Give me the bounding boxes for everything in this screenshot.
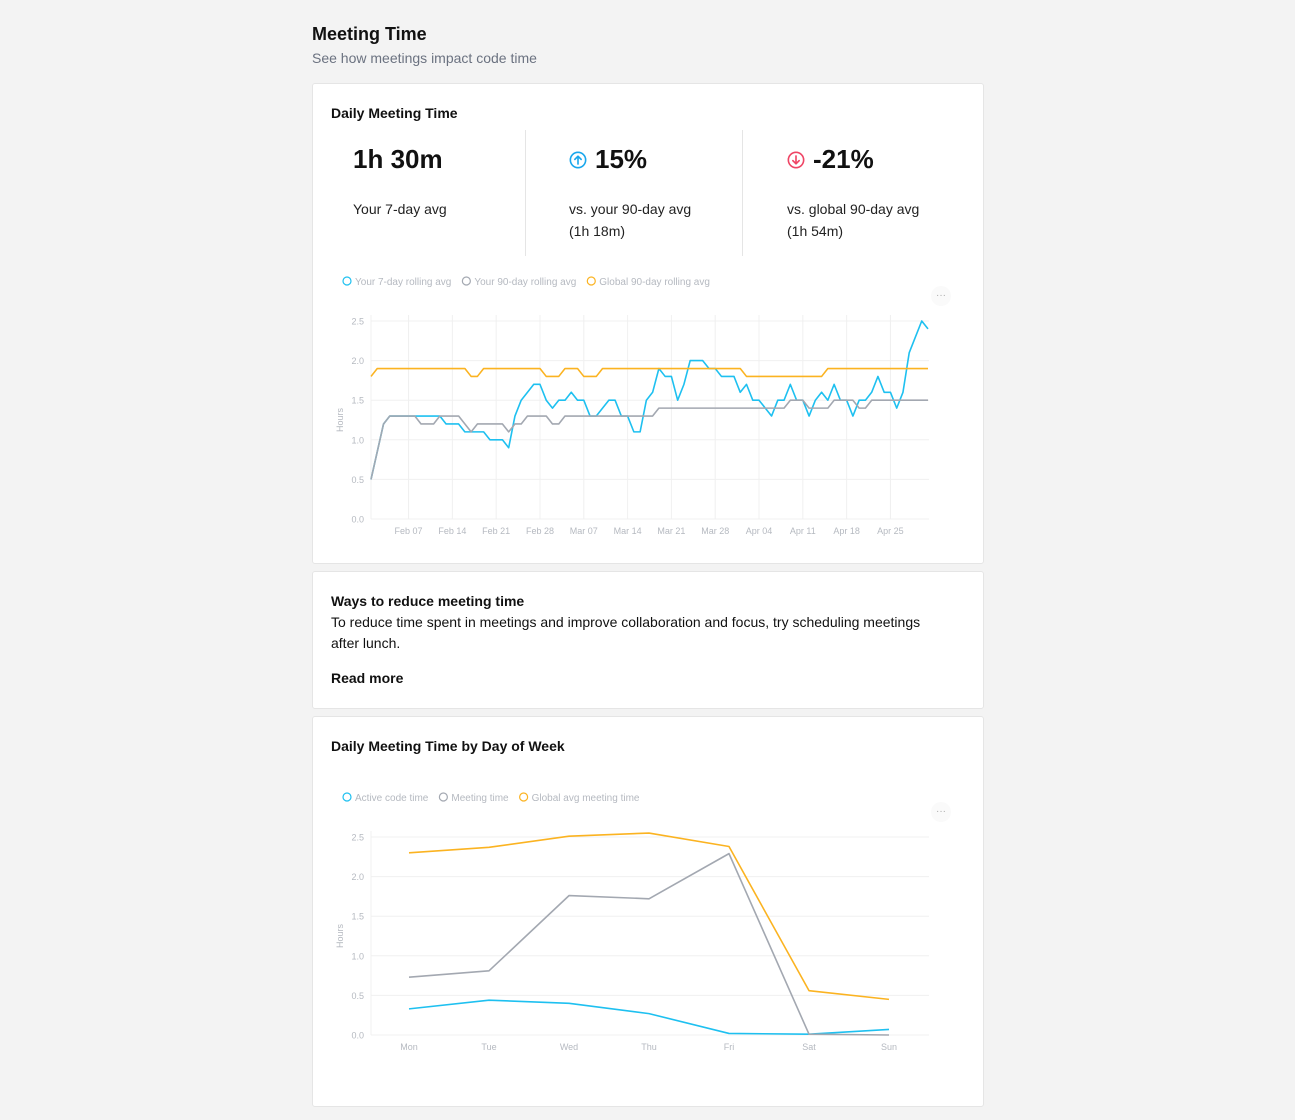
card-title: Daily Meeting Time — [331, 105, 458, 121]
x-tick-label: Mar 14 — [614, 526, 642, 536]
x-tick-label: Tue — [481, 1042, 496, 1052]
y-tick-label: 2.5 — [351, 833, 364, 843]
day-of-week-card: Daily Meeting Time by Day of Week Active… — [312, 716, 984, 1107]
y-tick-label: 1.5 — [351, 396, 364, 406]
arrow-up-circle-icon — [569, 151, 587, 168]
more-icon[interactable]: ··· — [936, 290, 946, 301]
x-tick-label: Feb 28 — [526, 526, 554, 536]
legend-marker — [461, 276, 471, 286]
x-tick-label: Apr 25 — [877, 526, 904, 536]
legend-marker — [342, 276, 352, 286]
y-tick-label: 0.5 — [351, 475, 364, 485]
legend-marker — [438, 792, 448, 802]
x-tick-label: Feb 07 — [395, 526, 423, 536]
series-line-global-avg-meeting-time — [408, 832, 890, 1001]
x-tick-label: Apr 11 — [790, 526, 816, 536]
stat-value: -21% — [813, 144, 874, 174]
stat-value: 1h 30m — [353, 144, 443, 174]
series-line-your-90-day-rolling-avg — [370, 399, 928, 480]
x-tick-label: Mar 07 — [570, 526, 598, 536]
legend-label: Active code time — [355, 793, 429, 804]
legend-label: Global 90-day rolling avg — [599, 277, 710, 288]
y-tick-label: 2.0 — [351, 872, 364, 882]
y-tick-label: 1.0 — [351, 951, 364, 961]
tip-body: To reduce time spent in meetings and imp… — [331, 614, 921, 651]
legend-label: Meeting time — [451, 793, 509, 804]
y-axis-label: Hours — [335, 408, 345, 433]
y-tick-label: 0.5 — [351, 991, 364, 1001]
x-tick-label: Feb 21 — [482, 526, 510, 536]
tip-title: Ways to reduce meeting time — [331, 593, 525, 609]
card-title: Daily Meeting Time by Day of Week — [331, 738, 565, 754]
read-more-link[interactable]: Read more — [331, 670, 404, 686]
stat-sublabel: (1h 54m) — [787, 223, 844, 239]
page-subtitle: See how meetings impact code time — [312, 50, 537, 66]
y-tick-label: 0.0 — [351, 1031, 364, 1041]
daily-meeting-time-chart: Your 7-day rolling avg Your 90-day rollin… — [335, 276, 951, 536]
stat-label: vs. your 90-day avg — [569, 201, 692, 217]
chart-menu-button — [931, 286, 951, 306]
legend-label: Your 7-day rolling avg — [355, 277, 451, 288]
legend-marker — [519, 792, 529, 802]
x-tick-label: Sat — [802, 1042, 816, 1052]
divider — [742, 130, 743, 256]
x-tick-label: Apr 18 — [833, 526, 860, 536]
daily-meeting-time-card: Daily Meeting Time 1h 30m Your 7-day avg… — [312, 83, 984, 564]
y-tick-label: 1.0 — [351, 435, 364, 445]
series-line-your-7-day-rolling-avg — [370, 320, 929, 480]
more-icon[interactable]: ··· — [936, 806, 946, 817]
legend-marker — [586, 276, 596, 286]
divider — [525, 130, 526, 256]
stat-sublabel: (1h 18m) — [569, 223, 626, 239]
series-line-active-code-time — [408, 999, 890, 1036]
y-tick-label: 2.5 — [351, 317, 364, 327]
x-tick-label: Feb 14 — [438, 526, 466, 536]
series-line-global-90-day-rolling-avg — [370, 367, 928, 378]
x-tick-label: Sun — [881, 1042, 897, 1052]
legend-marker — [342, 792, 352, 802]
y-axis-label: Hours — [335, 924, 345, 949]
x-tick-label: Wed — [560, 1042, 578, 1052]
stat-label: vs. global 90-day avg — [787, 201, 920, 217]
x-tick-label: Mar 28 — [701, 526, 729, 536]
series-line-meeting-time — [408, 852, 890, 1036]
x-tick-label: Mon — [400, 1042, 418, 1052]
chart-menu-button — [931, 802, 951, 822]
y-tick-label: 2.0 — [351, 356, 364, 366]
page-title: Meeting Time — [312, 24, 427, 44]
x-tick-label: Fri — [724, 1042, 735, 1052]
stat-label: Your 7-day avg — [353, 201, 447, 217]
y-tick-label: 0.0 — [351, 515, 364, 525]
legend-label: Global avg meeting time — [532, 793, 640, 804]
legend-label: Your 90-day rolling avg — [474, 277, 576, 288]
x-tick-label: Apr 04 — [746, 526, 773, 536]
day-of-week-chart: Active code time Meeting time Global avg m… — [335, 792, 951, 1052]
x-tick-label: Mar 21 — [657, 526, 685, 536]
stat-value: 15% — [595, 144, 648, 174]
tip-card: Ways to reduce meeting time To reduce ti… — [312, 571, 984, 709]
x-tick-label: Thu — [641, 1042, 657, 1052]
y-tick-label: 1.5 — [351, 912, 364, 922]
arrow-down-circle-icon — [787, 151, 805, 168]
